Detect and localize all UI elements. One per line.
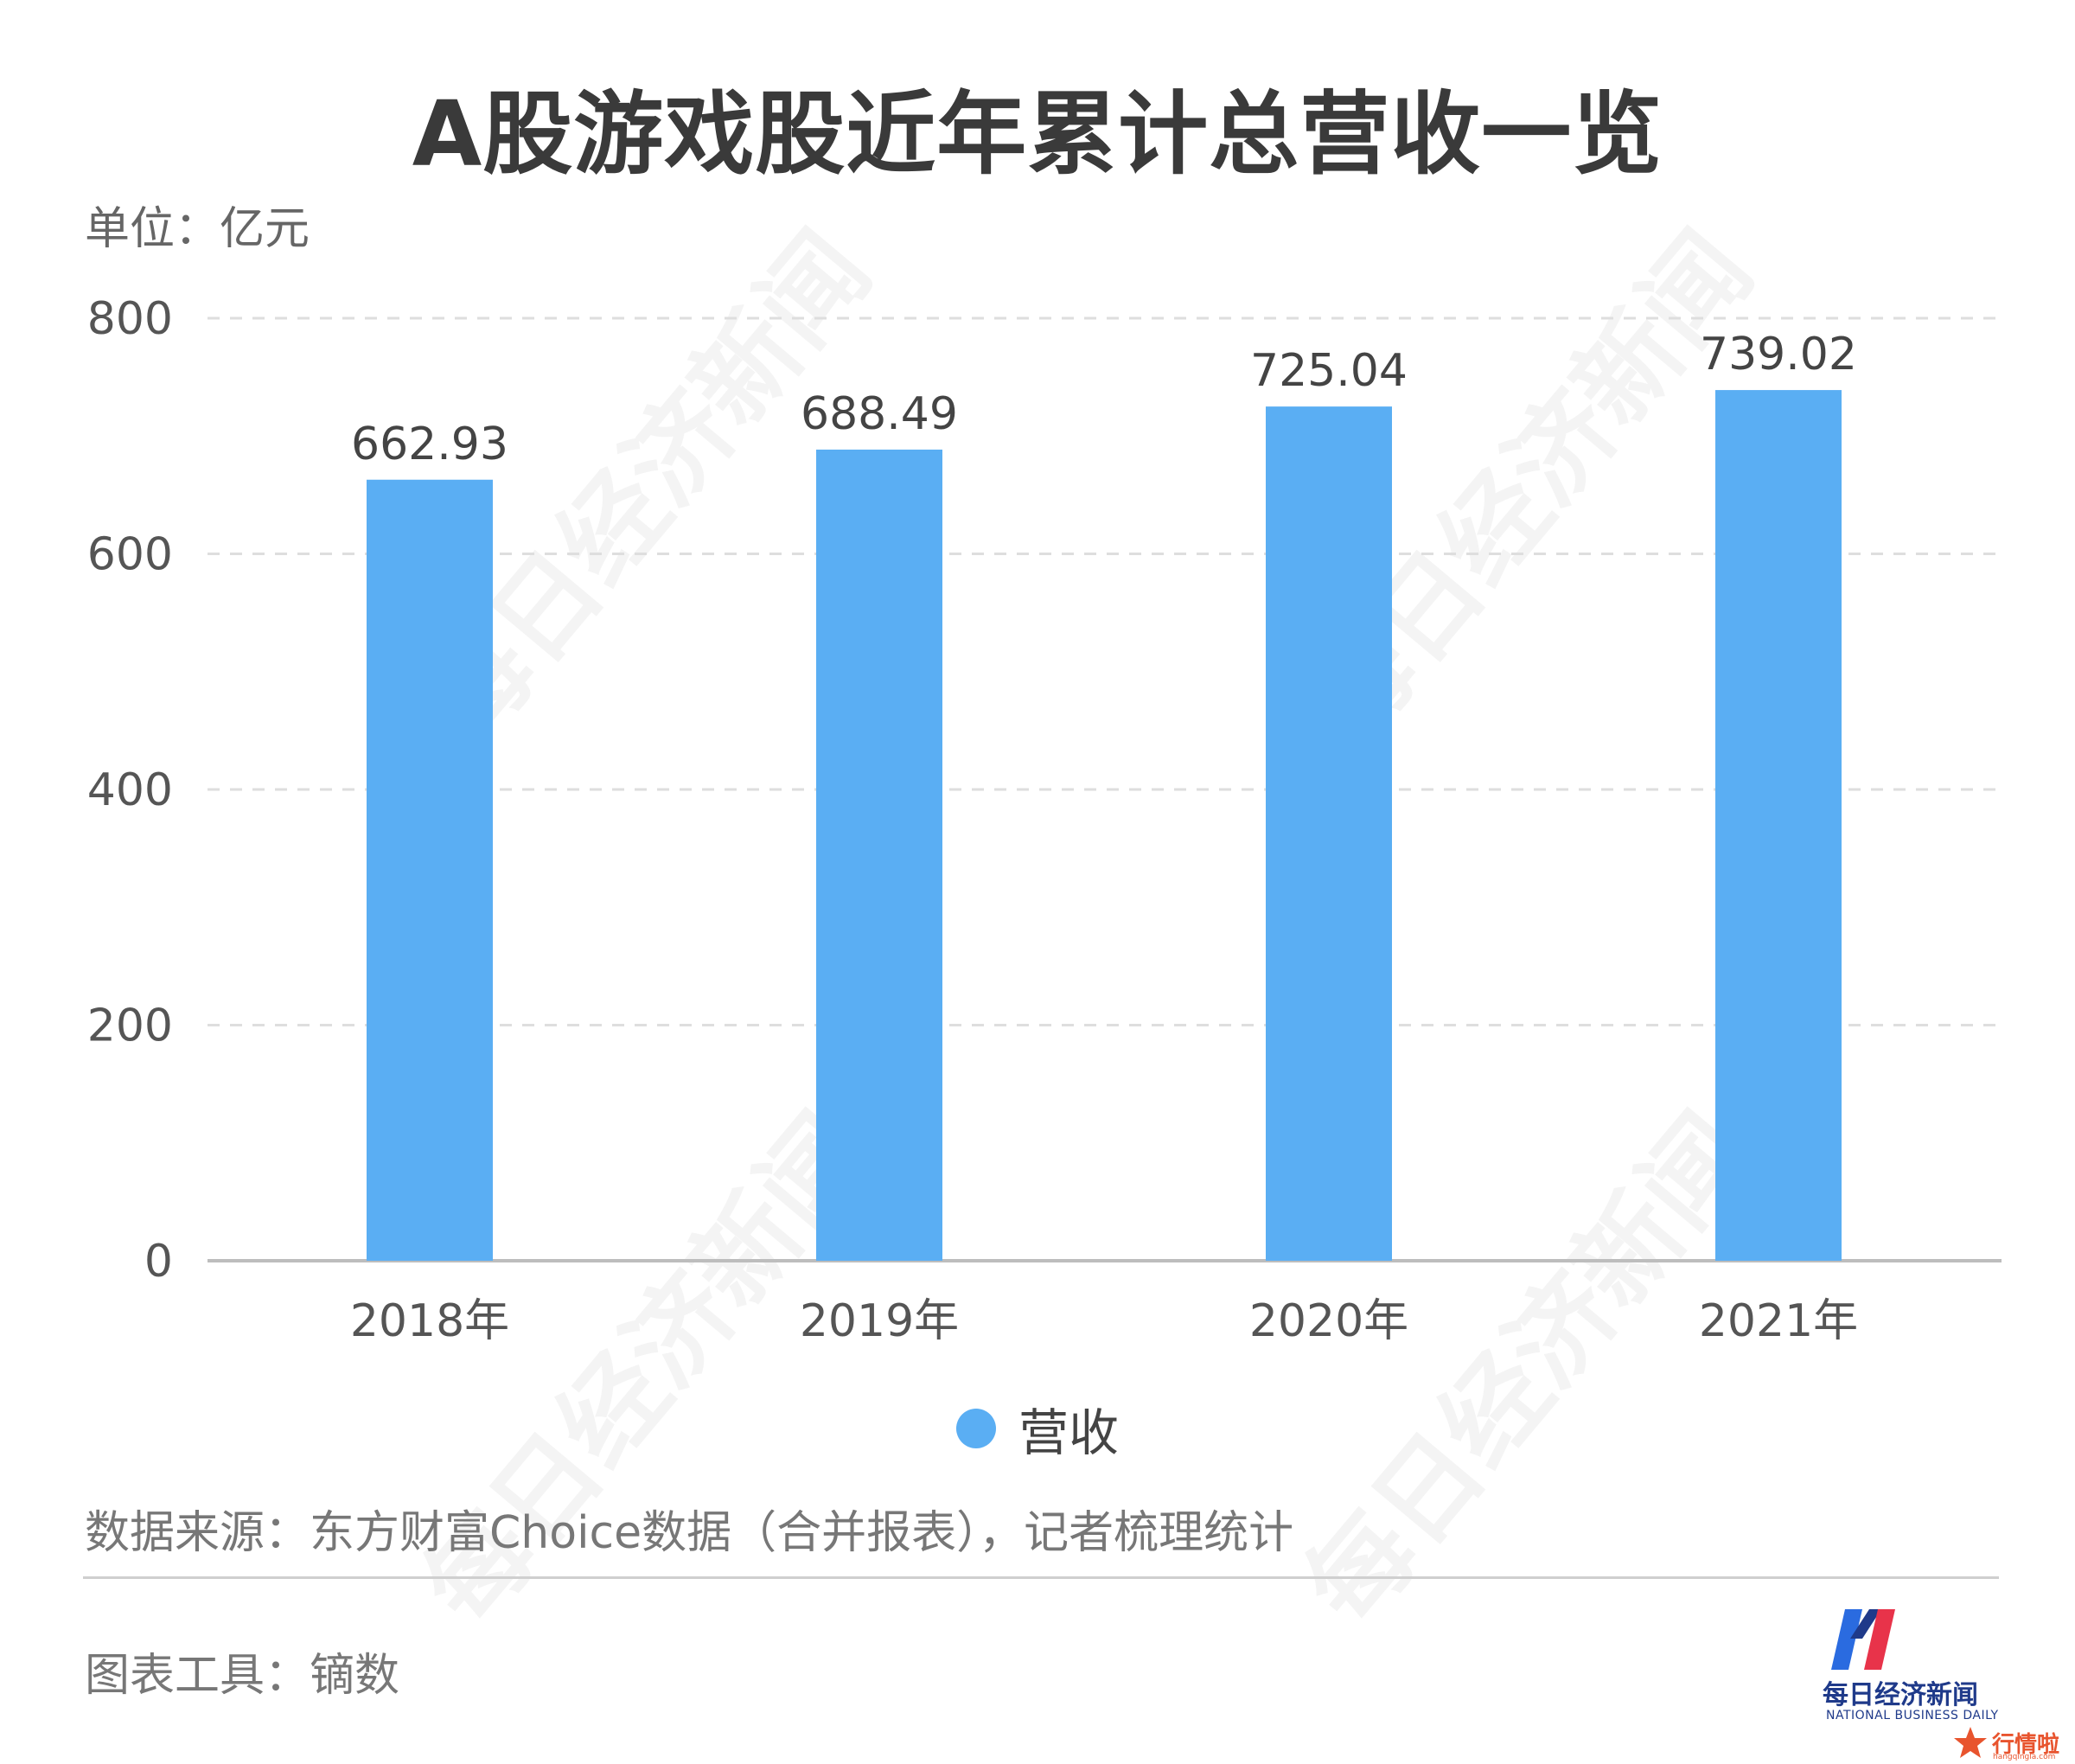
chart-title: A股游戏股近年累计总营收一览 xyxy=(412,81,1663,187)
bar xyxy=(1266,406,1392,1261)
y-tick-label: 200 xyxy=(87,1000,173,1052)
unit-label: 单位：亿元 xyxy=(85,203,310,255)
nbd-logo-icon xyxy=(1824,1604,2040,1673)
data-label: 725.04 xyxy=(1250,345,1408,397)
y-tick-label: 800 xyxy=(87,293,173,345)
bar xyxy=(1715,390,1842,1262)
x-tick-label: 2019年 xyxy=(800,1295,959,1347)
data-label: 739.02 xyxy=(1700,329,1857,380)
legend-label: 营收 xyxy=(1018,1403,1119,1462)
badge: 行情啦 xyxy=(1952,1725,2059,1760)
x-tick-label: 2020年 xyxy=(1249,1295,1408,1347)
star-icon xyxy=(1954,1727,1987,1758)
bar xyxy=(367,479,493,1261)
y-tick-label: 0 xyxy=(144,1236,173,1288)
legend-marker xyxy=(955,1409,996,1448)
tool-note: 图表工具：镝数 xyxy=(85,1650,400,1702)
bar-chart: 0 200 400 600 800 662.93 2018年 688.49 2019年 725.0… xyxy=(87,293,2002,1347)
data-label: 688.49 xyxy=(801,388,958,440)
data-label: 662.93 xyxy=(351,419,508,470)
y-tick-label: 600 xyxy=(87,529,173,581)
source-note: 数据来源：东方财富Choice数据（合并报表），记者梳理统计 xyxy=(85,1507,1294,1559)
badge-text: 行情啦 xyxy=(1992,1731,2060,1758)
legend: 营收 xyxy=(0,1392,2075,1465)
divider xyxy=(83,1576,1999,1579)
x-tick-label: 2021年 xyxy=(1699,1295,1858,1347)
logo-name-en: NATIONAL BUSINESS DAILY xyxy=(1826,1709,1999,1722)
logo-name-cn: 每日经济新闻 xyxy=(1823,1680,1978,1710)
x-tick-label: 2018年 xyxy=(350,1295,509,1347)
y-tick-label: 400 xyxy=(87,764,173,816)
badge-sub: hangqingla.com xyxy=(1993,1753,2056,1761)
bar xyxy=(816,449,942,1261)
